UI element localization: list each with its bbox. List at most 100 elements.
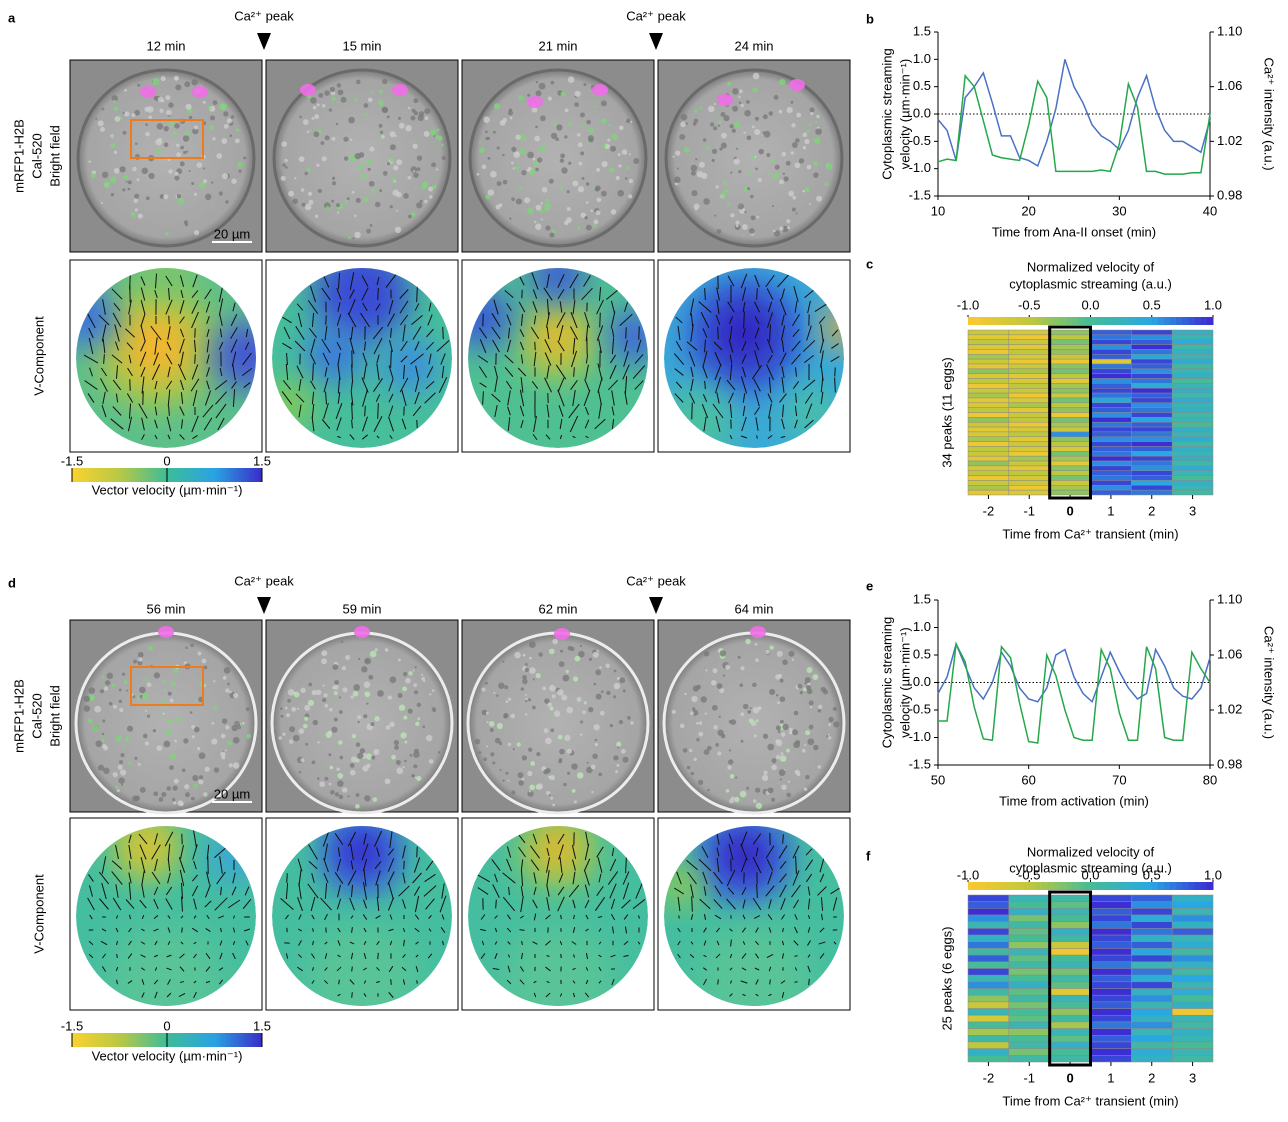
granule bbox=[389, 722, 394, 727]
heat-cell bbox=[1131, 995, 1172, 1002]
granule bbox=[477, 173, 480, 176]
granule bbox=[527, 771, 532, 776]
granule bbox=[344, 156, 348, 160]
heat-cell bbox=[1091, 1029, 1132, 1036]
granule bbox=[519, 187, 522, 190]
granule bbox=[633, 158, 639, 164]
granule bbox=[139, 687, 146, 694]
granule bbox=[319, 781, 325, 787]
granule bbox=[534, 221, 536, 223]
granule bbox=[770, 646, 774, 650]
granule bbox=[738, 170, 741, 173]
granule bbox=[597, 650, 599, 652]
vector bbox=[692, 403, 693, 420]
granule bbox=[756, 719, 759, 722]
granule bbox=[490, 728, 494, 732]
heat-cell bbox=[1050, 393, 1091, 398]
colorbar-segment bbox=[1115, 317, 1122, 325]
granule bbox=[755, 168, 758, 171]
heat-cell bbox=[968, 1042, 1009, 1049]
granule bbox=[341, 641, 344, 644]
granule bbox=[311, 117, 314, 120]
colorbar-segment bbox=[1054, 882, 1061, 890]
granule bbox=[810, 112, 813, 115]
heat-cell bbox=[1050, 398, 1091, 403]
heat-cell bbox=[1172, 955, 1213, 962]
granule bbox=[697, 171, 703, 177]
granule bbox=[780, 778, 782, 780]
granule bbox=[390, 158, 395, 163]
heat-cell bbox=[1050, 364, 1091, 369]
chromosome bbox=[392, 84, 408, 96]
granule bbox=[582, 177, 585, 180]
granule bbox=[695, 158, 697, 160]
granule bbox=[717, 229, 722, 234]
granule bbox=[102, 733, 105, 736]
granule bbox=[779, 674, 782, 677]
granule bbox=[168, 102, 173, 107]
granule bbox=[390, 131, 396, 137]
heat-cell bbox=[1050, 895, 1091, 902]
granule bbox=[623, 689, 626, 692]
granule bbox=[487, 721, 489, 723]
granule bbox=[436, 168, 438, 170]
granule bbox=[545, 768, 550, 773]
granule bbox=[792, 729, 798, 735]
colorbar-segment bbox=[1017, 882, 1024, 890]
heat-cell bbox=[1131, 354, 1172, 359]
granule bbox=[675, 150, 680, 155]
granule bbox=[777, 651, 783, 657]
granule bbox=[752, 125, 755, 128]
granule bbox=[786, 161, 791, 166]
x-tick-label: 1 bbox=[1107, 503, 1114, 518]
heat-cell bbox=[1050, 915, 1091, 922]
time-label: 21 min bbox=[538, 38, 577, 53]
heat-cell bbox=[1091, 480, 1132, 485]
heat-cell bbox=[1091, 895, 1132, 902]
heat-cell bbox=[1091, 948, 1132, 955]
heat-cell bbox=[1050, 480, 1091, 485]
granule bbox=[691, 696, 697, 702]
heat-cell bbox=[968, 374, 1009, 379]
granule bbox=[313, 720, 318, 725]
heat-cell bbox=[1050, 330, 1091, 335]
granule bbox=[747, 710, 751, 714]
vector bbox=[391, 979, 392, 985]
y-tick-label: 0.5 bbox=[913, 78, 931, 93]
heat-cell bbox=[1009, 345, 1050, 350]
granule bbox=[691, 190, 697, 196]
granule bbox=[299, 116, 302, 119]
granule bbox=[721, 734, 726, 739]
y2-tick-label: 1.10 bbox=[1217, 23, 1242, 38]
granule bbox=[128, 180, 132, 184]
granule bbox=[588, 128, 593, 133]
granule bbox=[146, 196, 150, 200]
granule bbox=[322, 104, 325, 107]
granule bbox=[338, 740, 343, 745]
vector bbox=[417, 286, 418, 302]
granule bbox=[511, 147, 516, 152]
colorbar-segment bbox=[1048, 882, 1055, 890]
granule bbox=[186, 151, 188, 153]
granule bbox=[337, 780, 344, 787]
granule bbox=[619, 720, 623, 724]
peak-label: Ca²⁺ peak bbox=[234, 573, 294, 588]
granule bbox=[587, 762, 589, 764]
granule bbox=[390, 144, 396, 150]
granule bbox=[529, 667, 536, 674]
granule bbox=[577, 697, 582, 702]
granule bbox=[294, 692, 296, 694]
granule bbox=[400, 732, 406, 738]
granule bbox=[137, 698, 140, 701]
granule bbox=[713, 668, 718, 673]
granule bbox=[779, 110, 783, 114]
granule bbox=[202, 659, 207, 664]
granule bbox=[339, 795, 344, 800]
granule bbox=[527, 94, 530, 97]
granule bbox=[173, 131, 177, 135]
heat-cell bbox=[1050, 388, 1091, 393]
granule bbox=[672, 710, 676, 714]
granule bbox=[696, 738, 699, 741]
granule bbox=[796, 113, 801, 118]
granule bbox=[237, 725, 241, 729]
